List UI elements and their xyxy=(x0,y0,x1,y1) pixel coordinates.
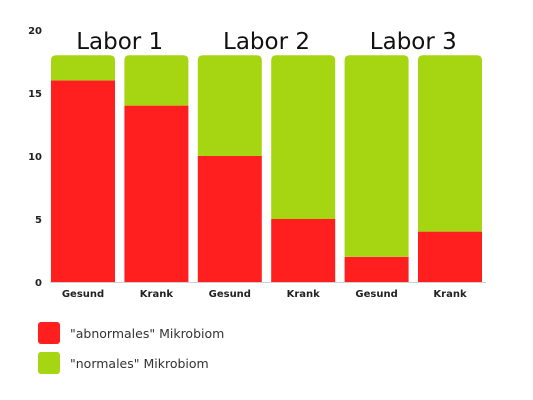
bar-segment xyxy=(418,55,482,232)
bar-segment xyxy=(51,55,115,81)
bar-chart: 0 5 10 15 20 Gesund Krank Gesund Krank Gesund Kra… xyxy=(28,26,486,300)
bar-segment xyxy=(271,219,336,282)
bar-segment xyxy=(124,55,189,106)
x-tick-label: Krank xyxy=(140,289,174,300)
x-tick-label: Gesund xyxy=(209,289,251,300)
bar-segment xyxy=(344,256,409,282)
bar-segment xyxy=(344,55,409,257)
bar-segment xyxy=(418,231,482,282)
y-tick-label: 10 xyxy=(28,152,42,163)
x-tick-label: Gesund xyxy=(62,289,104,300)
legend-swatch-normal xyxy=(38,352,60,374)
x-tick-label: Krank xyxy=(287,289,321,300)
bar-segment xyxy=(197,55,262,157)
bar-segment xyxy=(197,156,262,282)
legend-item-abnormal: "abnormales" Mikrobiom xyxy=(38,320,224,346)
x-tick-label: Gesund xyxy=(355,289,397,300)
legend-label-normal: "normales" Mikrobiom xyxy=(70,355,209,371)
bar-segment xyxy=(271,55,336,220)
legend-label-abnormal: "abnormales" Mikrobiom xyxy=(70,325,225,341)
legend: "abnormales" Mikrobiom "normales" Mikrob… xyxy=(38,320,224,380)
y-tick-label: 20 xyxy=(28,26,42,37)
x-tick-label: Krank xyxy=(433,289,467,300)
y-tick-label: 0 xyxy=(35,278,42,289)
group-label: Labor 2 xyxy=(223,29,310,55)
bar-segment xyxy=(124,105,189,282)
y-tick-label: 5 xyxy=(35,215,42,226)
legend-swatch-abnormal xyxy=(38,322,60,344)
group-label: Labor 1 xyxy=(76,29,163,55)
y-tick-label: 15 xyxy=(28,89,42,100)
bar-segment xyxy=(51,80,115,283)
group-label: Labor 3 xyxy=(370,29,457,55)
legend-item-normal: "normales" Mikrobiom xyxy=(38,350,224,376)
